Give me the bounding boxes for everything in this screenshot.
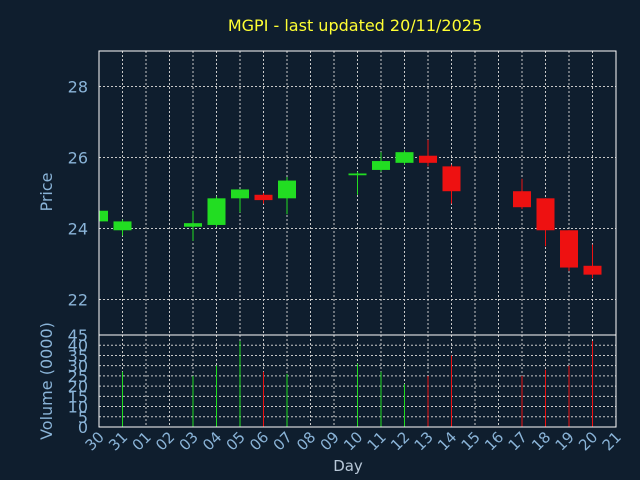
candle-body [395, 152, 414, 163]
candle-body [231, 189, 249, 199]
day-tick-label: 31 [105, 428, 131, 454]
candlesticks [98, 139, 602, 279]
day-tick-label: 06 [246, 428, 272, 454]
day-tick-label: 19 [552, 428, 578, 454]
candle-body [184, 223, 202, 227]
volume-panel-frame [98, 334, 617, 428]
volume-tick-label: 25 [68, 367, 88, 386]
candle-body [348, 173, 367, 176]
candle-body [442, 166, 461, 192]
day-tick-label: 11 [364, 428, 390, 454]
day-tick-label: 08 [293, 428, 319, 454]
candle-body [278, 180, 296, 199]
day-tick-label: 04 [199, 428, 225, 454]
day-tick-label: 07 [270, 428, 296, 454]
day-tick-label: 12 [387, 428, 413, 454]
day-tick-label: 21 [599, 428, 625, 454]
candle-body [513, 191, 531, 208]
candle-body [372, 161, 390, 170]
volume-tick-label: 35 [68, 346, 88, 365]
day-tick-label: 20 [575, 428, 601, 454]
day-tick-label: 10 [340, 428, 366, 454]
candle-body [99, 210, 108, 222]
day-tick-label: 09 [317, 428, 343, 454]
day-tick-label: 15 [458, 428, 484, 454]
day-tick-label: 17 [505, 428, 531, 454]
price-grid [99, 51, 616, 335]
volume-tick-label: 10 [68, 398, 88, 417]
chart-title: MGPI - last updated 20/11/2025 [228, 16, 482, 35]
candle-body [207, 198, 226, 225]
day-tick-label: 02 [152, 428, 178, 454]
price-tick-label: 28 [68, 78, 88, 97]
volume-tick-label: 5 [78, 408, 88, 427]
volume-tick-label: 45 [68, 326, 88, 345]
day-tick-label: 13 [411, 428, 437, 454]
candle-body [536, 198, 555, 231]
price-tick-label: 24 [68, 220, 88, 239]
volume-tick-label: 0 [78, 418, 88, 437]
candle-body [583, 265, 602, 275]
volume-tick-label: 30 [68, 357, 88, 376]
candle-body [254, 194, 273, 201]
day-tick-label: 18 [528, 428, 554, 454]
volume-axis-label: Volume (0000) [37, 322, 56, 440]
x-axis-label: Day [333, 457, 363, 475]
price-tick-labels: 22 24 26 28 [68, 78, 88, 310]
volume-tick-label: 40 [68, 336, 88, 355]
candle-body [113, 221, 132, 231]
price-axis-label: Price [37, 172, 56, 211]
day-tick-label: 16 [481, 428, 507, 454]
day-tick-label: 01 [129, 428, 155, 454]
price-tick-label: 22 [68, 291, 88, 310]
price-tick-label: 26 [68, 149, 88, 168]
day-tick-labels: 3031010203040506070809101112131415161718… [82, 428, 625, 454]
day-tick-label: 05 [223, 428, 249, 454]
candle-body [560, 230, 578, 268]
volume-bars [122, 341, 593, 427]
volume-tick-label: 15 [68, 387, 88, 406]
day-tick-label: 03 [176, 428, 202, 454]
volume-tick-label: 20 [68, 377, 88, 396]
candle-body [419, 155, 437, 163]
day-tick-label: 14 [434, 428, 460, 454]
